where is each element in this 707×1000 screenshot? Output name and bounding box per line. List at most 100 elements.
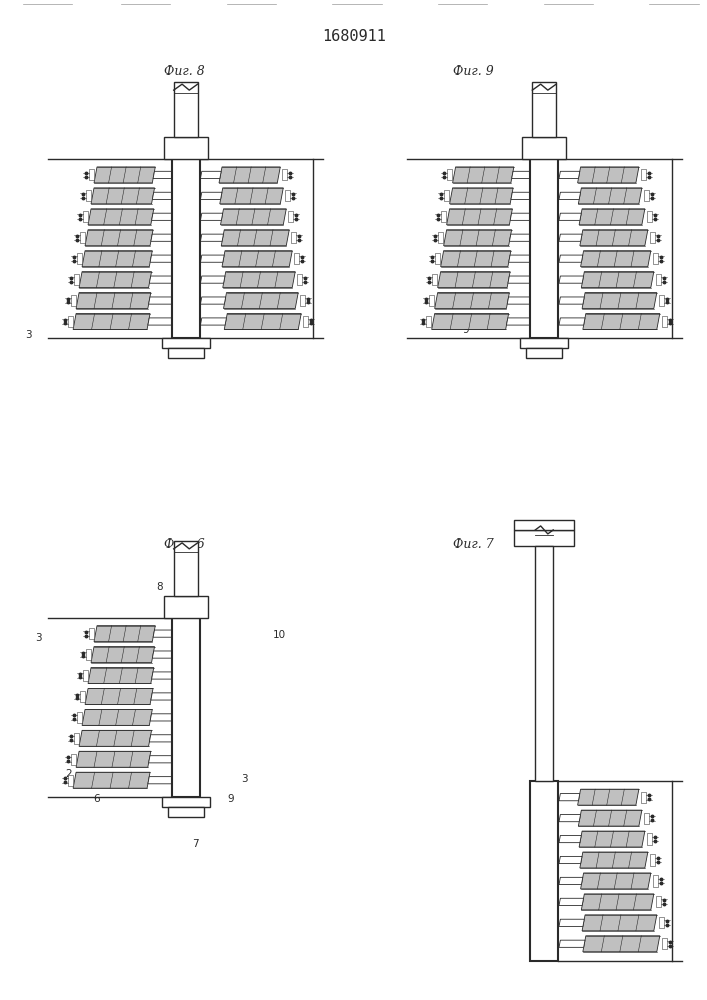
Bar xyxy=(644,813,649,824)
Polygon shape xyxy=(76,751,151,767)
Polygon shape xyxy=(578,810,642,826)
Bar xyxy=(297,274,302,285)
Bar xyxy=(76,253,81,264)
Bar xyxy=(68,775,73,786)
Bar xyxy=(76,712,81,723)
Bar xyxy=(174,82,198,137)
Polygon shape xyxy=(223,272,296,288)
Bar xyxy=(656,896,661,907)
Text: Фиг. 8: Фиг. 8 xyxy=(164,65,205,78)
Polygon shape xyxy=(578,167,639,183)
Bar xyxy=(172,618,199,797)
Bar xyxy=(291,232,296,243)
Bar xyxy=(526,348,562,358)
Bar xyxy=(515,530,574,546)
Bar xyxy=(88,628,93,639)
Polygon shape xyxy=(511,192,532,199)
Polygon shape xyxy=(578,188,642,204)
Bar xyxy=(294,253,299,264)
Polygon shape xyxy=(148,777,174,784)
Polygon shape xyxy=(200,192,222,199)
Bar xyxy=(282,169,287,180)
Bar xyxy=(659,295,664,306)
Polygon shape xyxy=(73,772,150,788)
Bar xyxy=(68,316,73,327)
Bar xyxy=(653,875,658,887)
Polygon shape xyxy=(559,856,582,864)
Bar xyxy=(532,82,556,137)
Polygon shape xyxy=(559,318,585,325)
Bar xyxy=(650,854,655,866)
Polygon shape xyxy=(79,272,151,288)
Bar xyxy=(662,938,667,949)
Polygon shape xyxy=(508,276,532,283)
Bar xyxy=(659,917,664,928)
Polygon shape xyxy=(151,213,174,220)
Bar xyxy=(426,316,431,327)
Bar xyxy=(168,348,204,358)
Bar xyxy=(86,649,90,660)
Bar xyxy=(515,520,574,530)
Polygon shape xyxy=(151,693,174,700)
Polygon shape xyxy=(151,672,174,679)
Bar xyxy=(522,137,566,159)
Polygon shape xyxy=(221,209,286,225)
Bar xyxy=(530,781,559,961)
Polygon shape xyxy=(153,651,174,658)
Text: 3: 3 xyxy=(25,330,32,340)
Polygon shape xyxy=(82,709,152,725)
Polygon shape xyxy=(200,234,223,241)
Bar xyxy=(174,541,198,596)
Bar xyxy=(71,754,76,765)
Polygon shape xyxy=(559,877,583,885)
Polygon shape xyxy=(153,171,174,178)
Text: 8: 8 xyxy=(156,582,163,592)
Text: 9: 9 xyxy=(463,325,469,335)
Polygon shape xyxy=(559,192,580,199)
Bar xyxy=(647,211,652,222)
Polygon shape xyxy=(73,314,150,329)
Polygon shape xyxy=(148,318,174,325)
Polygon shape xyxy=(223,293,298,309)
Bar xyxy=(300,295,305,306)
Polygon shape xyxy=(559,898,583,905)
Polygon shape xyxy=(559,794,580,801)
Bar xyxy=(288,211,293,222)
Bar xyxy=(83,670,88,681)
Bar xyxy=(438,232,443,243)
Polygon shape xyxy=(219,167,280,183)
Text: Фиг. 9: Фиг. 9 xyxy=(453,65,493,78)
Polygon shape xyxy=(82,251,152,267)
Polygon shape xyxy=(583,936,660,952)
Bar xyxy=(647,833,652,845)
Polygon shape xyxy=(200,255,224,262)
Bar xyxy=(653,253,658,264)
Polygon shape xyxy=(94,626,156,642)
Polygon shape xyxy=(150,255,174,262)
Polygon shape xyxy=(76,293,151,309)
Bar xyxy=(162,338,209,348)
Polygon shape xyxy=(580,852,648,868)
Text: 8: 8 xyxy=(115,191,121,201)
Bar xyxy=(447,169,452,180)
Polygon shape xyxy=(559,940,585,947)
Polygon shape xyxy=(91,188,155,204)
Text: Фиг. 7: Фиг. 7 xyxy=(453,538,493,551)
Polygon shape xyxy=(580,251,651,267)
Polygon shape xyxy=(440,251,511,267)
Polygon shape xyxy=(222,251,292,267)
Polygon shape xyxy=(510,213,532,220)
Polygon shape xyxy=(432,314,508,329)
Bar xyxy=(80,691,85,702)
Bar xyxy=(80,232,85,243)
Polygon shape xyxy=(200,213,223,220)
Polygon shape xyxy=(221,230,289,246)
Bar xyxy=(164,596,208,618)
Bar xyxy=(650,232,655,243)
Polygon shape xyxy=(559,297,584,304)
Bar xyxy=(441,211,446,222)
Polygon shape xyxy=(444,230,512,246)
Bar xyxy=(285,190,291,201)
Polygon shape xyxy=(559,919,584,926)
Bar xyxy=(429,295,434,306)
